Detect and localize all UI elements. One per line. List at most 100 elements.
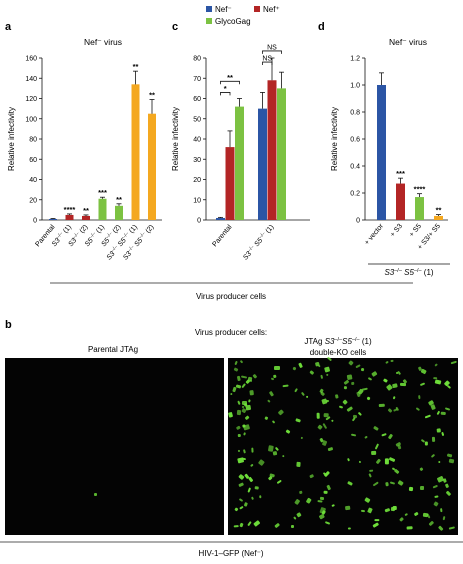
gfp-positive-cell bbox=[438, 525, 445, 532]
chart-c-y-tick-label: 50 bbox=[193, 116, 201, 123]
gfp-positive-cell bbox=[316, 412, 321, 419]
gfp-positive-cell bbox=[441, 411, 447, 415]
gfp-positive-cell bbox=[247, 476, 254, 483]
chart-a-bar bbox=[49, 218, 57, 220]
chart-d-x-tick-label: + S3 bbox=[389, 223, 404, 239]
gfp-positive-cell bbox=[237, 400, 241, 405]
gfp-positive-cell bbox=[233, 367, 239, 372]
gfp-positive-cell bbox=[374, 519, 380, 522]
gfp-positive-cell bbox=[252, 373, 258, 379]
chart-c-y-tick-label: 60 bbox=[193, 96, 201, 103]
chart-c-bracket-label: ** bbox=[227, 73, 233, 82]
gfp-positive-cell bbox=[442, 515, 446, 520]
gfp-positive-cell bbox=[387, 433, 393, 440]
gfp-positive-cell bbox=[331, 503, 335, 507]
gfp-positive-cell bbox=[369, 470, 374, 473]
gfp-positive-cell bbox=[309, 369, 315, 375]
chart-a-title: Nef⁻ virus bbox=[84, 37, 122, 47]
chart-d-y-tick-label: 1.2 bbox=[350, 56, 360, 63]
chart-c-y-tick-label: 20 bbox=[193, 177, 201, 184]
gfp-positive-cell bbox=[267, 399, 272, 403]
gfp-positive-cell bbox=[298, 362, 304, 369]
gfp-positive-cell bbox=[254, 485, 259, 490]
panel-b-letter: b bbox=[5, 319, 12, 331]
gfp-positive-cell bbox=[446, 452, 453, 458]
gfp-positive-cell bbox=[436, 410, 441, 416]
chart-a-y-tick-label: 0 bbox=[33, 218, 37, 225]
chart-c-bracket-label: NS bbox=[262, 56, 272, 63]
chart-d-significance: **** bbox=[414, 185, 426, 194]
gfp-positive-cell bbox=[347, 526, 352, 530]
chart-a: 0 20 40 60 80 100 120 140 160 Relative infectivit… bbox=[7, 37, 162, 262]
gfp-positive-cell bbox=[431, 453, 436, 458]
chart-d-group-label: S3–/– S5–/– (1) bbox=[384, 268, 433, 277]
chart-a-y-tick-label: 140 bbox=[25, 76, 37, 83]
gfp-positive-cell bbox=[296, 512, 303, 518]
chart-c-legend-swatch bbox=[206, 18, 212, 24]
gfp-positive-cell bbox=[417, 394, 421, 399]
gfp-positive-cell bbox=[396, 479, 404, 487]
gfp-positive-cell bbox=[344, 386, 348, 390]
gfp-positive-cell bbox=[316, 423, 323, 430]
b-left-title: Parental JTAg bbox=[88, 345, 138, 354]
gfp-positive-cell bbox=[324, 521, 331, 526]
gfp-positive-cell bbox=[322, 439, 328, 447]
gfp-positive-cell bbox=[434, 362, 438, 367]
gfp-positive-cell bbox=[433, 495, 439, 498]
gfp-positive-cell bbox=[391, 359, 395, 362]
gfp-positive-cell bbox=[449, 525, 456, 530]
gfp-positive-cell bbox=[335, 394, 339, 399]
gfp-positive-cell bbox=[399, 517, 405, 522]
gfp-positive-cell bbox=[363, 435, 368, 440]
gfp-positive-cell bbox=[295, 418, 301, 423]
gfp-positive-cell bbox=[362, 387, 369, 391]
gfp-positive-cell bbox=[446, 384, 452, 389]
gfp-positive-cell bbox=[391, 383, 398, 389]
chart-c-bracket bbox=[262, 61, 273, 66]
gfp-positive-cell bbox=[248, 399, 251, 403]
gfp-positive-cell bbox=[292, 366, 297, 371]
gfp-positive-cell bbox=[355, 364, 361, 369]
chart-c-bar bbox=[277, 88, 286, 220]
chart-d-y-tick-label: 0 bbox=[356, 218, 360, 225]
gfp-positive-cell bbox=[233, 525, 239, 528]
chart-c-bar bbox=[216, 217, 225, 220]
chart-d-y-axis-label: Relative infectivity bbox=[330, 107, 339, 171]
gfp-positive-cell bbox=[344, 505, 350, 510]
gfp-positive-cell bbox=[305, 497, 312, 505]
gfp-positive-cell bbox=[434, 379, 442, 385]
b-header: Virus producer cells: bbox=[195, 328, 267, 337]
gfp-positive-cell bbox=[277, 479, 283, 484]
gfp-positive-cell bbox=[441, 431, 445, 436]
gfp-positive-cell bbox=[374, 443, 379, 450]
gfp-positive-cell bbox=[236, 409, 241, 415]
gfp-positive-cell bbox=[382, 378, 388, 384]
gfp-positive-cell bbox=[232, 387, 237, 393]
gfp-positive-cell bbox=[426, 513, 431, 519]
gfp-positive-cell bbox=[324, 366, 331, 373]
gfp-positive-cell bbox=[250, 496, 254, 501]
gfp-positive-cell bbox=[239, 498, 244, 502]
gfp-positive-cell bbox=[433, 485, 439, 489]
gfp-positive-cell bbox=[445, 490, 452, 496]
gfp-positive-cell bbox=[424, 441, 428, 447]
chart-d-y-tick-label: 1.0 bbox=[350, 83, 360, 90]
chart-c-y-axis-label: Relative infectivity bbox=[171, 107, 180, 171]
gfp-positive-cell bbox=[236, 425, 242, 430]
chart-c-bracket bbox=[220, 92, 231, 96]
gfp-positive-cell bbox=[298, 491, 303, 495]
gfp-positive-cell bbox=[341, 399, 348, 405]
gfp-positive-cell bbox=[234, 507, 239, 512]
gfp-positive-cell bbox=[444, 406, 451, 411]
chart-a-significance: ** bbox=[83, 206, 89, 215]
gfp-positive-cell bbox=[327, 356, 333, 362]
chart-d-x-tick-label: + vector bbox=[364, 222, 386, 246]
gfp-positive-cell bbox=[389, 481, 395, 485]
chart-c-legend-swatch bbox=[206, 6, 212, 12]
gfp-positive-cell bbox=[240, 375, 247, 380]
gfp-positive-cell bbox=[385, 482, 389, 487]
gfp-positive-cell bbox=[360, 367, 364, 372]
panel-a-letter: a bbox=[5, 21, 12, 33]
chart-c-y-tick-label: 30 bbox=[193, 157, 201, 164]
gfp-positive-cell bbox=[350, 433, 356, 437]
